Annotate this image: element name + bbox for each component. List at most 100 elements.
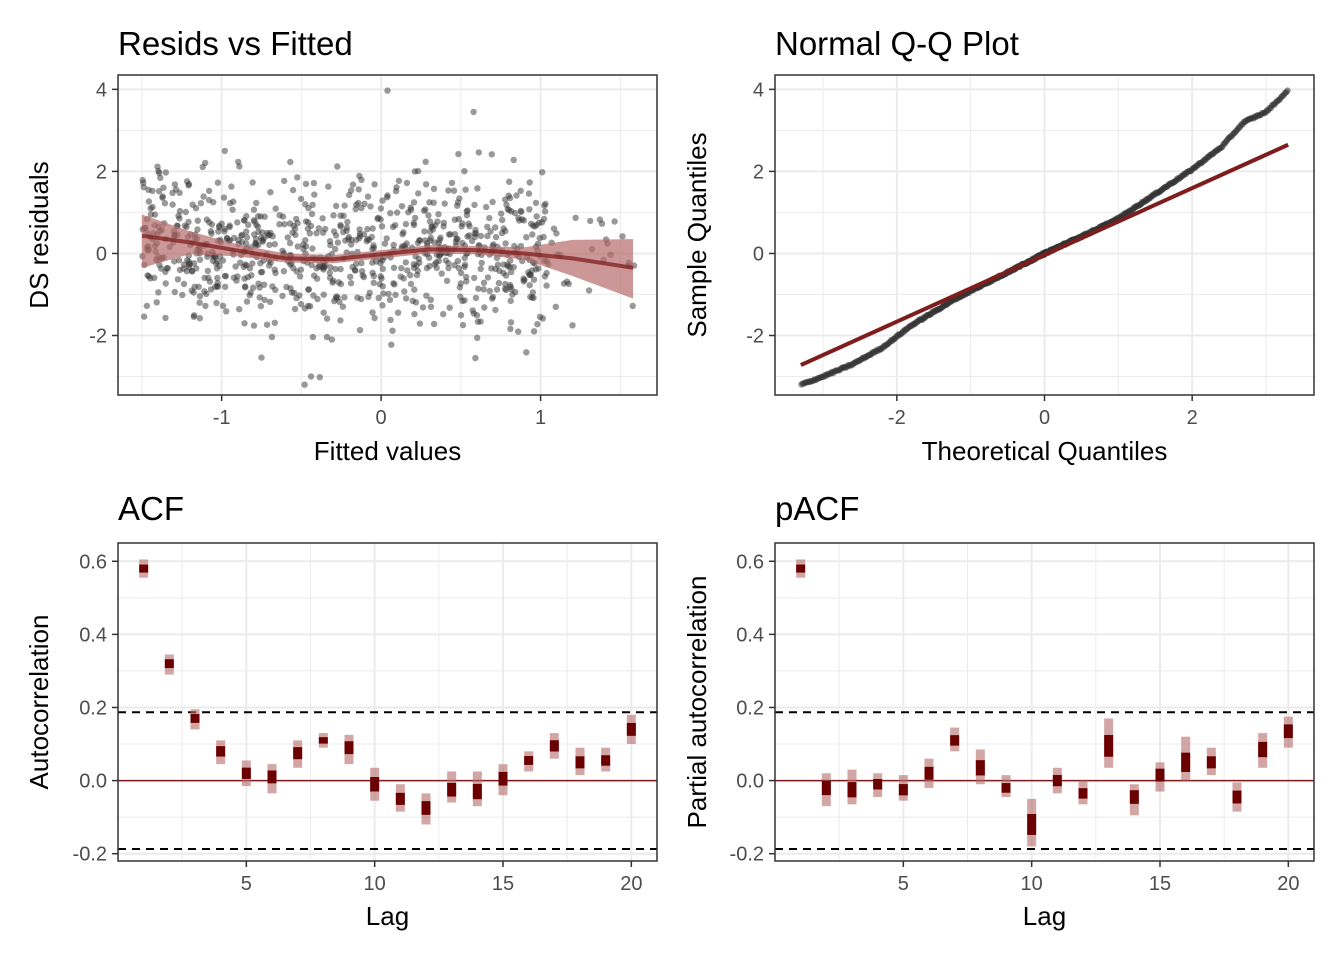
residual-point [242,240,250,247]
residual-point [179,291,186,299]
smooth-ci-band [141,214,634,299]
lag-estimate [549,740,559,752]
residual-point [474,334,481,341]
residual-point [309,245,316,252]
residual-point [315,225,322,232]
residual-point [349,181,357,188]
residual-point [189,201,196,208]
residual-point [404,267,411,274]
y-tick-label: 0.0 [79,771,107,793]
residual-point [219,302,227,309]
residual-point [297,300,305,308]
y-tick-label: 4 [96,79,107,101]
residual-point [381,240,389,247]
residual-point [311,191,318,198]
residual-point [457,269,465,277]
residual-point [392,291,399,298]
plot-background [118,543,657,861]
residual-point [426,254,433,261]
x-tick-label: -1 [213,407,231,429]
residual-point [392,222,399,229]
residual-point [572,214,579,221]
residual-point [196,293,204,300]
y-tick-label: 0.2 [79,697,107,719]
residual-point [365,236,373,243]
panel-border [117,74,658,396]
residual-point [480,279,488,286]
residual-point [525,190,533,197]
residual-point [223,234,231,242]
residual-point [389,327,396,334]
residual-point [539,169,546,176]
residual-point [248,272,255,279]
residual-point [472,354,479,362]
residual-point [215,228,222,235]
residual-point [483,203,490,211]
residual-point [337,265,344,273]
residual-point [474,318,482,325]
residual-point [171,258,178,265]
residual-point [401,288,408,295]
residual-point [194,226,201,233]
residual-point [423,264,431,272]
residual-point [383,235,390,242]
residual-point [550,225,558,232]
y-axis-label: Partial autocorrelation [682,576,712,829]
residual-point [235,158,242,166]
y-tick-label: 0.6 [736,551,764,573]
residual-point [461,263,468,271]
residual-point [402,295,410,302]
residual-point [259,237,266,244]
residual-point [264,229,271,237]
residual-point [508,208,515,215]
residual-point [484,232,491,240]
residual-point [530,328,538,335]
residual-point [378,223,386,230]
y-tick-label: 0 [96,243,107,265]
residual-point [339,303,347,310]
residual-point [351,267,359,274]
residual-point [459,297,466,305]
residual-point [384,194,391,201]
residual-point [332,265,339,273]
residual-point [463,212,471,219]
residual-point [205,187,213,195]
panel-3: 5 10 15 20 -0.2 0.0 0.2 0.4 0.6 ACF Lag Autocorrela… [24,490,658,931]
plot-background [775,543,1314,861]
x-tick-label: 20 [1277,873,1299,895]
residual-point [426,218,434,225]
residual-point [377,273,384,280]
residual-point [451,262,458,269]
residual-point [196,315,203,322]
residual-point [492,233,500,241]
residual-point [212,260,220,267]
residual-point [230,198,237,205]
residual-point [422,158,429,165]
y-tick-label: 0 [753,243,764,265]
residual-point [155,188,163,195]
residual-point [201,288,208,295]
residual-point [267,259,274,266]
residual-point [392,187,400,195]
residual-point [492,224,499,231]
lag-estimate [1027,813,1037,835]
residual-point [310,179,318,187]
residual-point [281,221,288,228]
residual-point [501,285,509,292]
residual-point [307,373,315,380]
residual-point [540,233,547,241]
residual-point [503,201,510,208]
residual-point [395,177,403,184]
lag-estimate [139,564,149,573]
x-tick-label: 5 [898,873,909,895]
residual-point [495,279,503,287]
residual-point [240,263,247,271]
lag-estimate [1206,756,1216,769]
residual-point [156,169,163,177]
residual-point [400,275,407,282]
residual-point [416,320,424,327]
residual-point [243,234,251,241]
residual-point [446,304,453,311]
lag-estimate [267,770,277,784]
residual-point [253,199,260,207]
